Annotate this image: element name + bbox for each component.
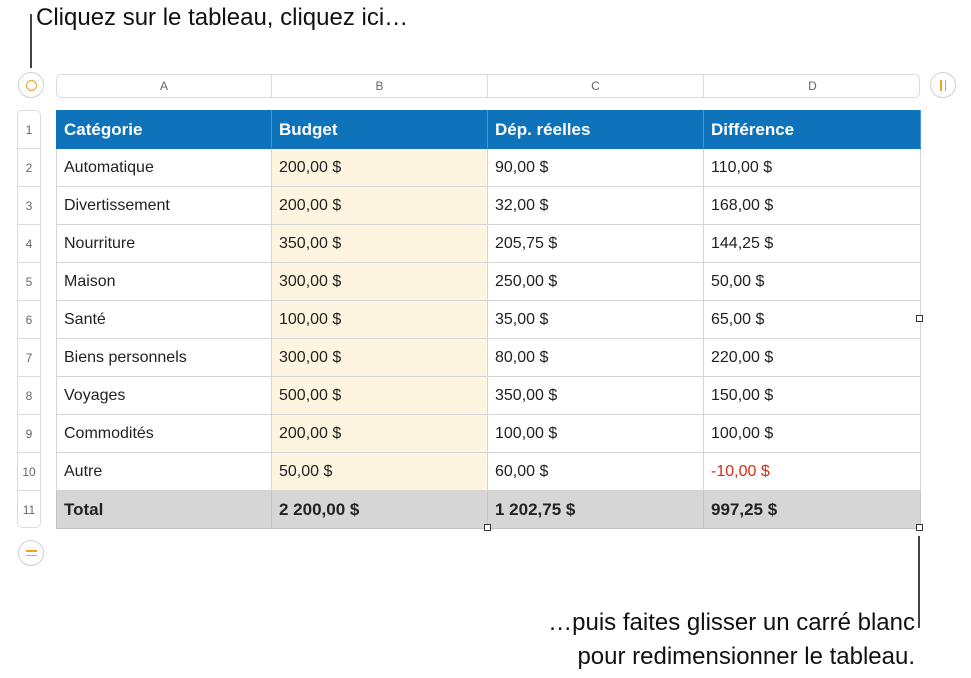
callout-leader-line-top	[30, 14, 32, 68]
cell-budget[interactable]: 200,00 $	[271, 414, 488, 453]
cell-actual[interactable]: 205,75 $	[487, 224, 704, 263]
cell-budget[interactable]: 50,00 $	[271, 452, 488, 491]
table-total-row: Total 2 200,00 $ 1 202,75 $ 997,25 $	[56, 490, 921, 529]
cell-budget[interactable]: 300,00 $	[271, 338, 488, 377]
row-header[interactable]: 2	[18, 149, 40, 187]
cell-difference[interactable]: 144,25 $	[703, 224, 921, 263]
cell-difference[interactable]: 65,00 $	[703, 300, 921, 339]
header-cell-category[interactable]: Catégorie	[56, 110, 272, 149]
column-header-b[interactable]: B	[272, 75, 488, 97]
table-row: Autre 50,00 $ 60,00 $ -10,00 $	[56, 452, 921, 491]
table-row: Biens personnels 300,00 $ 80,00 $ 220,00…	[56, 338, 921, 377]
row-header[interactable]: 5	[18, 263, 40, 301]
cell-category[interactable]: Nourriture	[56, 224, 272, 263]
cell-difference[interactable]: 100,00 $	[703, 414, 921, 453]
cell-actual[interactable]: 80,00 $	[487, 338, 704, 377]
header-cell-budget[interactable]: Budget	[271, 110, 488, 149]
row-reference-bar: 1 2 3 4 5 6 7 8 9 10 11	[17, 110, 41, 528]
column-header-c[interactable]: C	[488, 75, 704, 97]
cell-actual[interactable]: 60,00 $	[487, 452, 704, 491]
callout-drag-line-2: pour redimensionner le tableau.	[577, 643, 915, 670]
budget-table[interactable]: Catégorie Budget Dép. réelles Différence…	[56, 110, 921, 529]
table-row: Nourriture 350,00 $ 205,75 $ 144,25 $	[56, 224, 921, 263]
cell-difference-negative[interactable]: -10,00 $	[703, 452, 921, 491]
double-bar-handle-icon[interactable]	[930, 72, 956, 98]
cell-budget[interactable]: 300,00 $	[271, 262, 488, 301]
cell-category[interactable]: Santé	[56, 300, 272, 339]
cell-actual[interactable]: 350,00 $	[487, 376, 704, 415]
cell-difference[interactable]: 220,00 $	[703, 338, 921, 377]
circle-handle-icon[interactable]	[18, 72, 44, 98]
row-header[interactable]: 1	[18, 111, 40, 149]
cell-difference[interactable]: 50,00 $	[703, 262, 921, 301]
total-cell-label[interactable]: Total	[56, 490, 272, 529]
cell-actual[interactable]: 100,00 $	[487, 414, 704, 453]
row-header[interactable]: 10	[18, 453, 40, 491]
table-header-row: Catégorie Budget Dép. réelles Différence	[56, 110, 921, 149]
row-header[interactable]: 7	[18, 339, 40, 377]
cell-category[interactable]: Biens personnels	[56, 338, 272, 377]
column-header-a[interactable]: A	[57, 75, 272, 97]
table-row: Divertissement 200,00 $ 32,00 $ 168,00 $	[56, 186, 921, 225]
table-row: Santé 100,00 $ 35,00 $ 65,00 $	[56, 300, 921, 339]
cell-difference[interactable]: 110,00 $	[703, 148, 921, 187]
row-header[interactable]: 8	[18, 377, 40, 415]
cell-budget[interactable]: 200,00 $	[271, 148, 488, 187]
callout-drag-square: …puis faites glisser un carré blanc pour…	[548, 606, 915, 674]
total-cell-difference[interactable]: 997,25 $	[703, 490, 921, 529]
table-row: Commodités 200,00 $ 100,00 $ 100,00 $	[56, 414, 921, 453]
total-cell-budget[interactable]: 2 200,00 $	[271, 490, 488, 529]
callout-drag-line-1: …puis faites glisser un carré blanc	[548, 609, 915, 636]
table-row: Maison 300,00 $ 250,00 $ 50,00 $	[56, 262, 921, 301]
resize-handle-right[interactable]	[916, 315, 923, 322]
cell-budget[interactable]: 200,00 $	[271, 186, 488, 225]
cell-category[interactable]: Autre	[56, 452, 272, 491]
cell-budget[interactable]: 500,00 $	[271, 376, 488, 415]
total-cell-actual[interactable]: 1 202,75 $	[487, 490, 704, 529]
row-header[interactable]: 3	[18, 187, 40, 225]
cell-category[interactable]: Divertissement	[56, 186, 272, 225]
row-header[interactable]: 6	[18, 301, 40, 339]
callout-leader-line-bottom	[918, 536, 920, 628]
cell-budget[interactable]: 350,00 $	[271, 224, 488, 263]
cell-actual[interactable]: 90,00 $	[487, 148, 704, 187]
column-header-d[interactable]: D	[808, 79, 817, 93]
header-cell-actual[interactable]: Dép. réelles	[487, 110, 704, 149]
resize-handle-bottom[interactable]	[484, 524, 491, 531]
cell-difference[interactable]: 168,00 $	[703, 186, 921, 225]
cell-category[interactable]: Voyages	[56, 376, 272, 415]
row-header[interactable]: 11	[22, 503, 36, 517]
cell-actual[interactable]: 35,00 $	[487, 300, 704, 339]
callout-click-table: Cliquez sur le tableau, cliquez ici…	[36, 4, 409, 31]
table-row: Automatique 200,00 $ 90,00 $ 110,00 $	[56, 148, 921, 187]
cell-budget[interactable]: 100,00 $	[271, 300, 488, 339]
cell-category[interactable]: Commodités	[56, 414, 272, 453]
cell-category[interactable]: Maison	[56, 262, 272, 301]
cell-difference[interactable]: 150,00 $	[703, 376, 921, 415]
row-header[interactable]: 4	[18, 225, 40, 263]
equals-handle-icon[interactable]	[18, 540, 44, 566]
cell-actual[interactable]: 250,00 $	[487, 262, 704, 301]
resize-handle-corner[interactable]	[916, 524, 923, 531]
cell-category[interactable]: Automatique	[56, 148, 272, 187]
cell-actual[interactable]: 32,00 $	[487, 186, 704, 225]
row-header[interactable]: 9	[18, 415, 40, 453]
column-reference-bar: A B C D	[56, 74, 920, 98]
header-cell-difference[interactable]: Différence	[703, 110, 921, 149]
table-row: Voyages 500,00 $ 350,00 $ 150,00 $	[56, 376, 921, 415]
